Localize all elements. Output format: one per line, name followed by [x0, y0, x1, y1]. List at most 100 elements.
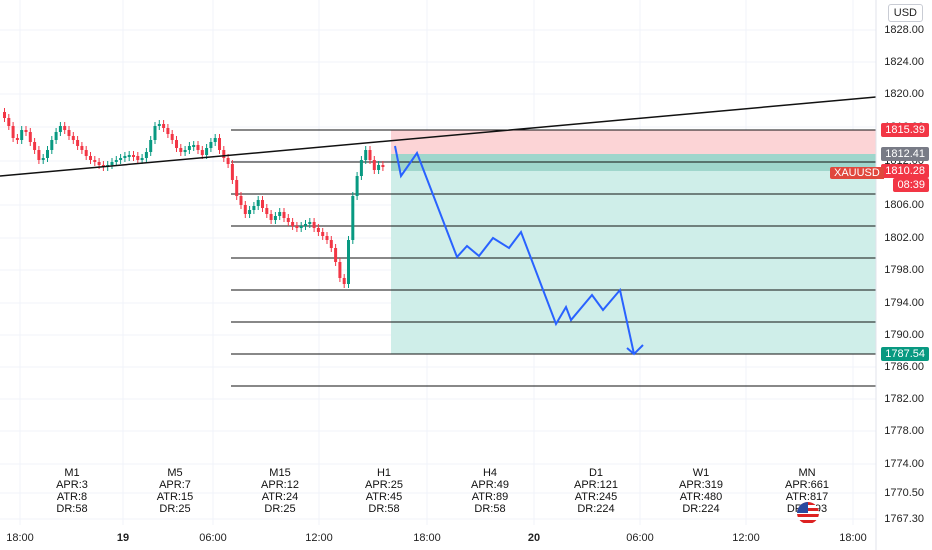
- price-tick: 1798.00: [884, 264, 924, 276]
- candle-body: [282, 212, 286, 218]
- candle-body: [24, 130, 28, 132]
- candle-body: [50, 140, 54, 150]
- candle-body: [325, 236, 329, 240]
- candle-body: [205, 148, 209, 155]
- projection-arrow: [626, 344, 644, 356]
- trendline: [0, 96, 877, 177]
- candle-body: [347, 240, 350, 284]
- stat-dr: DR:58: [474, 503, 506, 515]
- time-tick: 12:00: [305, 532, 333, 544]
- candle-body: [162, 124, 166, 128]
- candle-body: [372, 160, 376, 170]
- candle-body: [11, 126, 15, 138]
- candle-body: [304, 224, 307, 226]
- candle-body: [41, 158, 45, 160]
- candle-body: [183, 150, 187, 152]
- candle-body: [97, 162, 101, 165]
- stat-tf: H1: [376, 467, 392, 479]
- candle-body: [213, 138, 217, 142]
- candle-body: [269, 214, 273, 220]
- candle-body: [63, 126, 67, 130]
- time-tick: 18:00: [413, 532, 441, 544]
- candle-body: [200, 150, 204, 155]
- candle-body: [338, 262, 342, 278]
- candle-body: [15, 138, 19, 140]
- time-tick: 19: [116, 532, 130, 544]
- price-tag: 1815.39: [881, 123, 929, 137]
- stat-atr: ATR:24: [261, 491, 299, 503]
- stat-tf: H4: [482, 467, 498, 479]
- price-tag: 1787.54: [881, 347, 929, 361]
- candle-body: [273, 216, 277, 220]
- stat-block-h1: H1 APR:25 ATR:45 DR:58: [344, 467, 424, 515]
- candle-body: [37, 150, 41, 160]
- candle-body: [153, 126, 157, 140]
- stat-atr: ATR:15: [156, 491, 194, 503]
- candle-body: [261, 200, 264, 208]
- candle-body: [334, 248, 338, 262]
- candle-body: [20, 130, 24, 140]
- price-tick: 1794.00: [884, 297, 924, 309]
- price-tick: 1770.50: [884, 487, 924, 499]
- stat-block-w1: W1 APR:319 ATR:480 DR:224: [661, 467, 741, 515]
- candle-body: [243, 205, 247, 214]
- price-tick: 1806.00: [884, 199, 924, 211]
- candle-body: [119, 158, 123, 160]
- candle-body: [71, 136, 75, 140]
- stat-tf: D1: [588, 467, 604, 479]
- stat-apr: APR:3: [56, 479, 88, 491]
- price-tick: 1824.00: [884, 56, 924, 68]
- candle-body: [80, 146, 84, 150]
- stat-dr: DR:25: [264, 503, 296, 515]
- candle-body: [84, 150, 88, 156]
- stat-tf: MN: [798, 467, 816, 479]
- price-tick: 1802.00: [884, 232, 924, 244]
- candle-body: [316, 228, 320, 232]
- time-tick: 20: [527, 532, 541, 544]
- time-tick: 18:00: [6, 532, 34, 544]
- symbol-tag: XAUUSD: [830, 167, 884, 179]
- candle-body: [218, 138, 221, 150]
- candle-body: [132, 155, 135, 157]
- stat-tf: W1: [692, 467, 710, 479]
- candle-body: [368, 150, 372, 160]
- candle-body: [192, 145, 196, 147]
- candles: [3, 108, 385, 288]
- candle-body: [196, 145, 200, 150]
- take-profit-zone: [391, 171, 876, 354]
- candle-body: [312, 222, 316, 228]
- stat-tf: M1: [64, 467, 80, 479]
- candle-body: [256, 200, 260, 206]
- stat-apr: APR:25: [365, 479, 403, 491]
- price-tag: 1810.28: [881, 164, 929, 178]
- candle-body: [3, 112, 6, 118]
- stat-dr: DR:224: [577, 503, 615, 515]
- candle-body: [278, 212, 282, 216]
- candle-body: [175, 140, 178, 148]
- candle-body: [235, 180, 239, 196]
- price-tick: 1774.00: [884, 458, 924, 470]
- candle-body: [230, 164, 234, 180]
- stat-dr: DR:224: [682, 503, 720, 515]
- candle-body: [355, 176, 359, 196]
- trend-line: [0, 96, 877, 177]
- candle-body: [123, 156, 127, 158]
- currency-button[interactable]: USD: [887, 4, 923, 22]
- stat-dr: DR:58: [56, 503, 88, 515]
- countdown-tag: 08:39: [893, 178, 929, 192]
- time-tick: 18:00: [839, 532, 867, 544]
- candle-body: [170, 134, 174, 140]
- candle-body: [58, 126, 62, 132]
- price-tick: 1782.00: [884, 393, 924, 405]
- candle-body: [187, 146, 191, 150]
- candle-body: [308, 222, 312, 224]
- candle-body: [364, 150, 368, 160]
- candle-body: [33, 142, 37, 150]
- candle-body: [239, 196, 243, 205]
- stat-apr: APR:661: [784, 479, 830, 491]
- projection-line: [394, 145, 635, 355]
- candle-body: [209, 142, 213, 148]
- candle-body: [7, 118, 11, 126]
- candle-body: [252, 206, 256, 210]
